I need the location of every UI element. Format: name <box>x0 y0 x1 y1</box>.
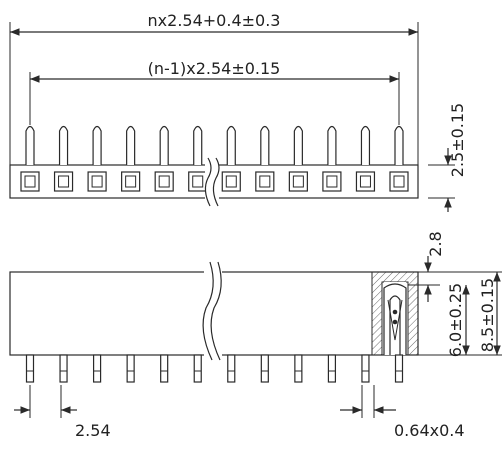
top-socket-outer <box>288 171 308 192</box>
top-socket-inner <box>393 175 405 188</box>
overall-length-label: nx2.54+0.4±0.3 <box>148 11 281 30</box>
top-socket-group <box>20 171 409 192</box>
side-view: 2.8 6.0±0.25 8.5±0.15 2.54 0.64x0.4 <box>9 231 502 440</box>
side-pin <box>193 354 202 383</box>
top-socket-outer <box>154 171 174 192</box>
top-socket-inner <box>24 175 36 188</box>
top-socket-inner <box>91 175 103 188</box>
top-pin <box>260 125 270 165</box>
top-socket-outer <box>255 171 275 192</box>
wall-thickness-label: 2.8 <box>426 231 445 256</box>
body-height-label: 8.5±0.15 <box>478 278 497 352</box>
side-pin-group <box>25 354 404 383</box>
top-socket-outer <box>121 171 141 192</box>
top-socket-outer <box>53 171 74 192</box>
top-socket-inner <box>192 175 204 188</box>
top-socket-outer <box>20 171 40 192</box>
top-socket-inner <box>225 175 237 188</box>
top-socket-inner <box>125 175 137 188</box>
side-pin <box>59 354 68 383</box>
top-pin <box>293 125 303 165</box>
pin-height-label: 2.5±0.15 <box>448 103 467 177</box>
top-socket-outer <box>221 171 241 192</box>
top-socket-inner <box>292 175 304 188</box>
pitch-label: 2.54 <box>75 421 111 440</box>
top-socket-inner <box>359 175 371 188</box>
side-pin <box>160 354 169 383</box>
side-pin <box>25 354 35 383</box>
top-socket-inner <box>326 175 338 188</box>
top-socket-inner <box>158 175 170 188</box>
top-pin <box>58 125 69 165</box>
side-pin <box>327 354 337 383</box>
side-pin <box>227 354 236 383</box>
side-pin <box>394 354 404 383</box>
top-pin <box>159 125 169 165</box>
top-pin <box>360 125 371 165</box>
top-pin <box>193 125 203 165</box>
top-socket-outer <box>87 171 107 192</box>
contact-depth-label: 6.0±0.25 <box>446 283 465 357</box>
top-socket-outer <box>322 171 342 192</box>
top-pin <box>394 125 404 165</box>
top-socket-inner <box>58 175 70 188</box>
side-pin <box>361 354 370 383</box>
side-break-mark <box>202 261 222 362</box>
top-pin <box>327 125 337 165</box>
pin-span-label: (n-1)x2.54±0.15 <box>148 59 281 78</box>
top-socket-outer <box>389 171 409 192</box>
pin-section-label: 0.64x0.4 <box>394 421 465 440</box>
contact-section <box>371 271 419 356</box>
side-pin <box>126 354 135 383</box>
side-pin <box>294 354 303 383</box>
top-socket-outer <box>355 171 376 192</box>
top-pin <box>126 125 136 165</box>
top-view: nx2.54+0.4±0.3 (n-1)x2.54±0.15 2.5±0.15 <box>9 11 467 212</box>
side-pin <box>260 354 269 383</box>
top-pin-group <box>25 125 404 165</box>
top-pin <box>226 125 236 165</box>
top-break-mark <box>204 157 220 207</box>
top-pin <box>25 125 35 165</box>
top-socket-inner <box>259 175 271 188</box>
top-pin <box>92 125 102 165</box>
top-socket-outer <box>188 171 208 192</box>
side-pin <box>92 354 102 383</box>
